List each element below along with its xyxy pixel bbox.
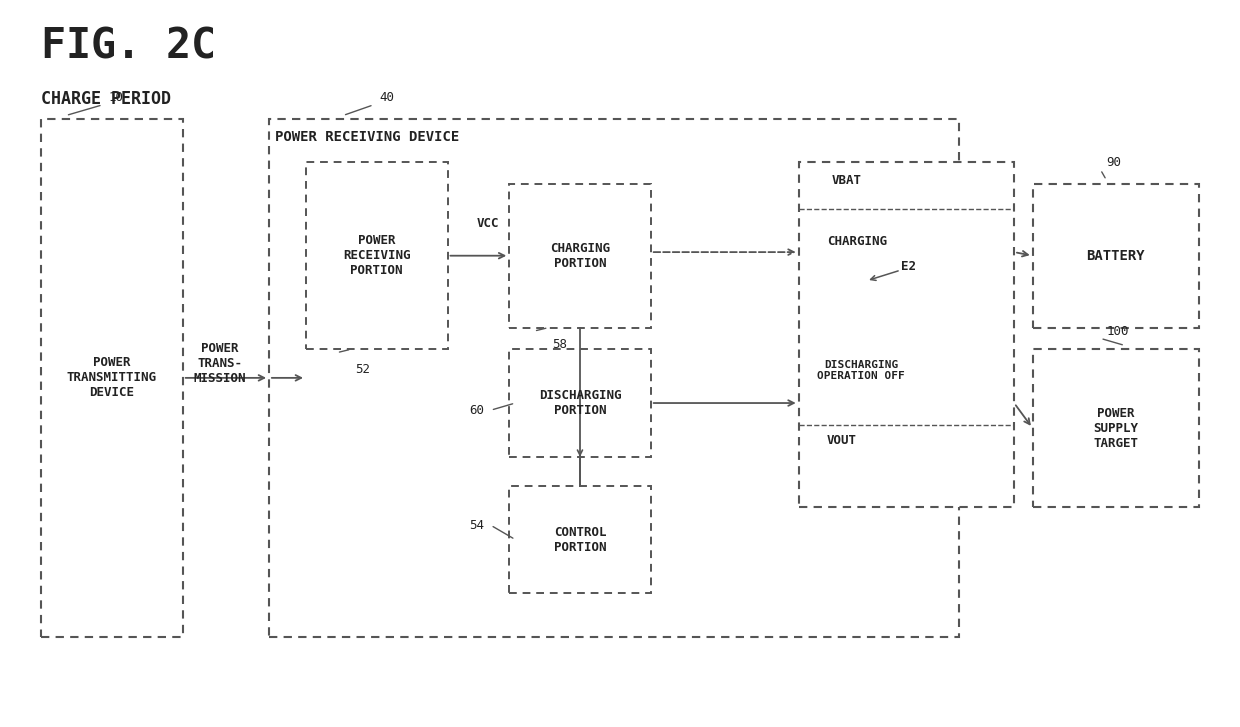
Bar — [1033, 349, 1199, 507]
Bar — [306, 162, 448, 349]
Text: FIG. 2C: FIG. 2C — [41, 25, 216, 68]
Text: BATTERY: BATTERY — [1086, 249, 1145, 262]
Text: 40: 40 — [379, 91, 394, 104]
Text: DISCHARGING
PORTION: DISCHARGING PORTION — [538, 389, 621, 417]
Text: 58: 58 — [552, 338, 567, 351]
Text: E2: E2 — [900, 260, 916, 273]
Text: VCC: VCC — [477, 217, 500, 230]
Text: VBAT: VBAT — [832, 174, 862, 187]
Text: DISCHARGING
OPERATION OFF: DISCHARGING OPERATION OFF — [817, 360, 905, 382]
Text: 90: 90 — [1106, 156, 1121, 169]
Text: VOUT: VOUT — [827, 434, 857, 447]
Bar — [510, 486, 651, 593]
Bar — [510, 184, 651, 328]
Text: POWER
TRANS-
MISSION: POWER TRANS- MISSION — [193, 342, 246, 385]
Bar — [799, 162, 1014, 507]
Text: POWER
SUPPLY
TARGET: POWER SUPPLY TARGET — [1094, 406, 1138, 450]
Bar — [41, 119, 182, 637]
Text: CHARGE PERIOD: CHARGE PERIOD — [41, 90, 171, 108]
Text: 100: 100 — [1106, 325, 1128, 337]
Text: 60: 60 — [470, 403, 485, 417]
Text: 54: 54 — [470, 518, 485, 531]
Bar — [269, 119, 959, 637]
Bar — [1033, 184, 1199, 328]
Bar — [510, 349, 651, 457]
Text: CHARGING
PORTION: CHARGING PORTION — [551, 241, 610, 270]
Text: 52: 52 — [355, 364, 371, 377]
Text: POWER
TRANSMITTING
DEVICE: POWER TRANSMITTING DEVICE — [67, 356, 157, 399]
Text: POWER RECEIVING DEVICE: POWER RECEIVING DEVICE — [275, 130, 459, 144]
Text: CHARGING: CHARGING — [827, 235, 887, 248]
Text: 10: 10 — [109, 91, 124, 104]
Text: POWER
RECEIVING
PORTION: POWER RECEIVING PORTION — [343, 234, 410, 277]
Text: CONTROL
PORTION: CONTROL PORTION — [554, 526, 606, 553]
